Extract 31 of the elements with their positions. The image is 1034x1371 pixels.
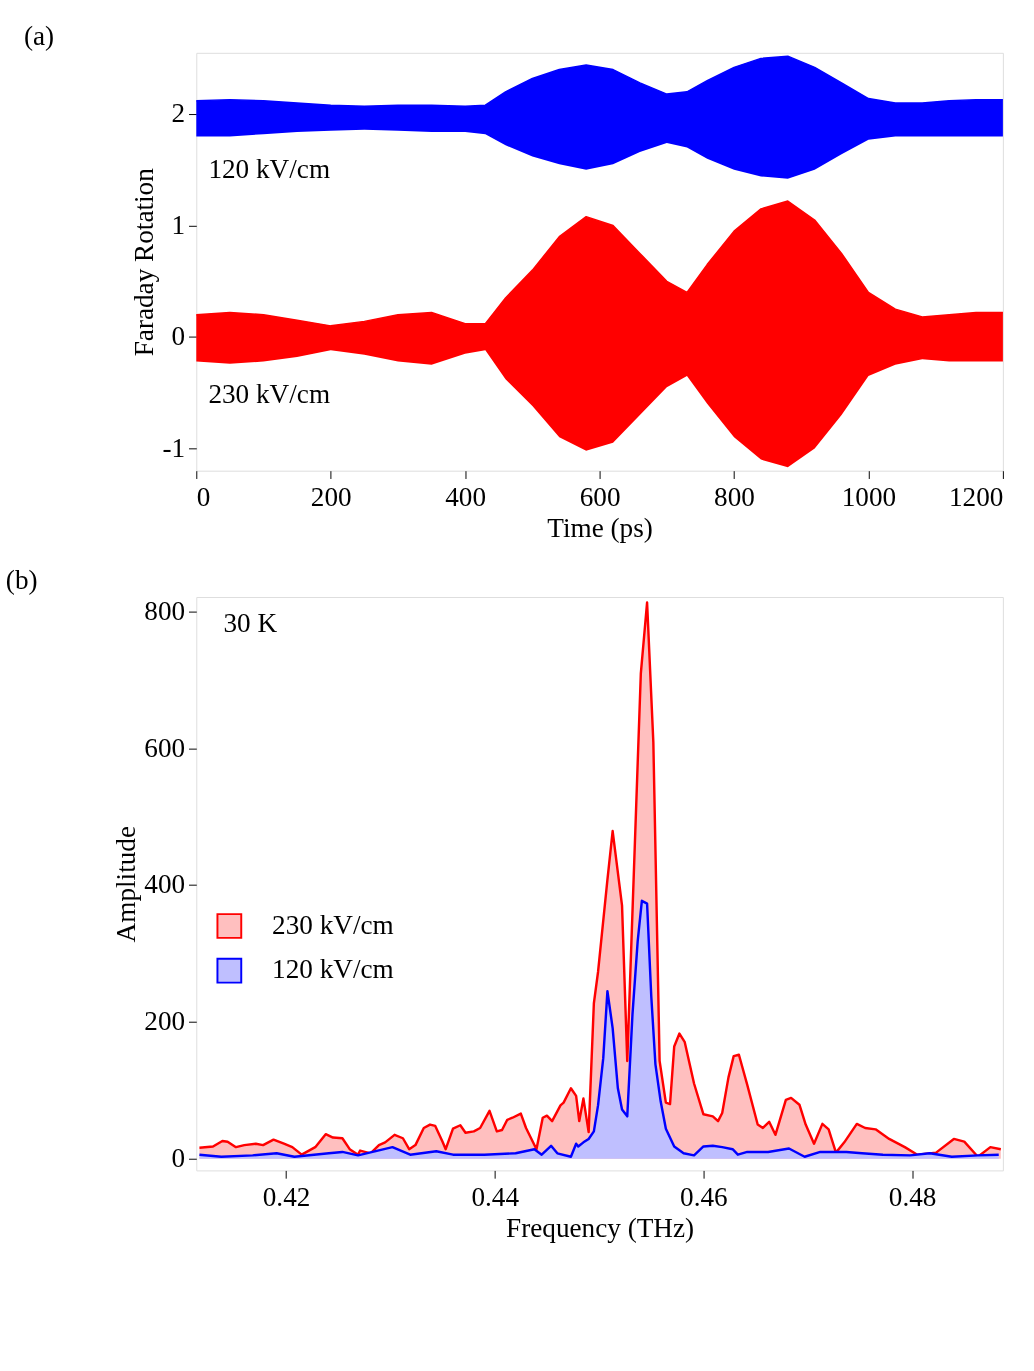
- x-tick-label: 0: [196, 482, 211, 513]
- y-tick-label: 200: [144, 1006, 186, 1037]
- y-tick-label: 0: [171, 1143, 186, 1174]
- y-axis-title: Amplitude: [110, 826, 141, 943]
- x-tick-label: 800: [714, 482, 755, 513]
- legend-label: 120 kV/cm: [272, 954, 394, 985]
- x-tick-label: 200: [310, 482, 352, 513]
- x-tick-label: 1200: [948, 482, 1004, 513]
- annotation: 30 K: [223, 608, 278, 639]
- y-axis-title: Faraday Rotation: [128, 167, 159, 357]
- x-tick-label: 1000: [841, 482, 897, 513]
- y-tick-label: 1: [171, 209, 186, 240]
- y-tick-label: 600: [144, 732, 186, 763]
- y-tick-label: 0: [171, 321, 186, 352]
- y-tick-label: 800: [144, 595, 186, 626]
- x-axis-title: Time (ps): [547, 513, 653, 544]
- x-tick-label: 0.42: [262, 1181, 311, 1212]
- legend-label: 230 kV/cm: [272, 909, 394, 940]
- text: (a): [23, 21, 55, 52]
- y-tick-label: 400: [144, 869, 186, 900]
- x-tick-label: 0.44: [471, 1181, 520, 1212]
- y-tick-label: 2: [171, 98, 186, 129]
- series-label: 120 kV/cm: [208, 153, 331, 184]
- series-label: 230 kV/cm: [208, 378, 331, 409]
- x-tick-label: 0.46: [680, 1181, 728, 1212]
- text: (b): [5, 565, 38, 596]
- x-tick-label: 600: [579, 482, 621, 513]
- y-tick-label: -1: [162, 432, 186, 463]
- x-tick-label: 400: [445, 482, 487, 513]
- x-axis-title: Frequency (THz): [506, 1212, 695, 1243]
- x-tick-label: 0.48: [888, 1181, 937, 1212]
